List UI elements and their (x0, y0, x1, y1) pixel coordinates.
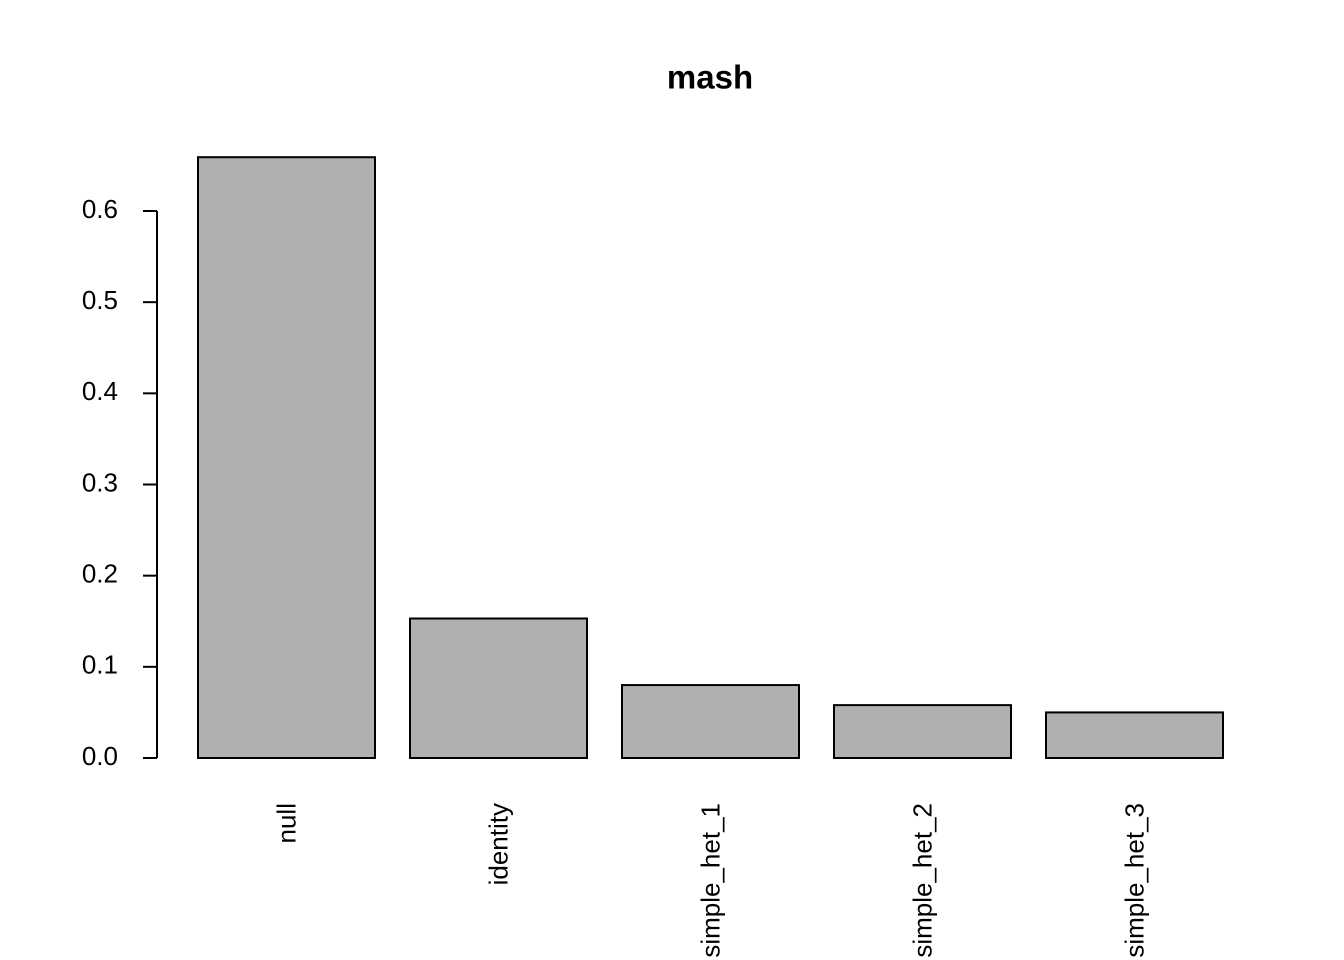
chart-title: mash (667, 59, 753, 96)
x-tick-label: simple_het_2 (907, 803, 937, 958)
bar (621, 684, 800, 759)
x-tick-label: simple_het_1 (695, 803, 725, 958)
bar (1045, 711, 1224, 760)
y-tick-label: 0.3 (82, 467, 118, 497)
y-tick-label: 0.2 (82, 559, 118, 589)
x-tick-label: identity (483, 803, 513, 885)
x-tick-label: null (271, 803, 301, 843)
bar (833, 704, 1012, 760)
y-tick-label: 0.1 (82, 650, 118, 680)
bar (197, 156, 376, 759)
y-tick-label: 0.0 (82, 741, 118, 771)
y-tick-label: 0.6 (82, 194, 118, 224)
bar (409, 617, 588, 760)
y-tick-label: 0.4 (82, 376, 118, 406)
y-tick-label: 0.5 (82, 285, 118, 315)
x-tick-label: simple_het_3 (1119, 803, 1149, 958)
